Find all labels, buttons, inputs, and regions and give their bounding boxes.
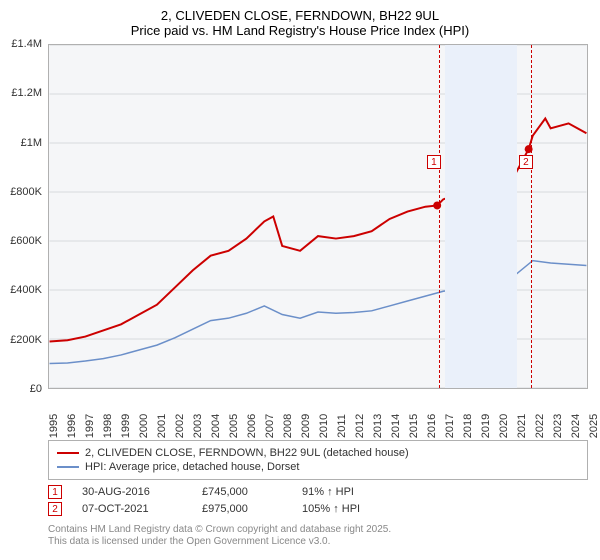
marker-callout-1: 1 — [427, 155, 441, 169]
x-tick-label: 2006 — [246, 414, 258, 438]
chart-title-block: 2, CLIVEDEN CLOSE, FERNDOWN, BH22 9UL Pr… — [0, 0, 600, 42]
x-tick-label: 2004 — [210, 414, 222, 438]
marker-callout-2: 2 — [519, 155, 533, 169]
marker-vline-1 — [439, 45, 440, 388]
attribution-text: Contains HM Land Registry data © Crown c… — [48, 524, 588, 548]
legend-item: HPI: Average price, detached house, Dors… — [57, 461, 579, 473]
y-tick-label: £800K — [10, 186, 42, 198]
marker-table-num: 2 — [48, 502, 62, 516]
y-tick-label: £1.2M — [11, 87, 42, 99]
marker-dot-1 — [433, 201, 441, 209]
marker-table-row: 2 07-OCT-2021£975,000105% ↑ HPI — [48, 502, 588, 516]
x-tick-label: 2019 — [480, 414, 492, 438]
marker-table-num: 1 — [48, 485, 62, 499]
x-tick-label: 1996 — [66, 414, 78, 438]
x-tick-label: 2023 — [552, 414, 564, 438]
x-tick-label: 2001 — [156, 414, 168, 438]
attribution-line1: Contains HM Land Registry data © Crown c… — [48, 524, 588, 536]
y-tick-label: £200K — [10, 334, 42, 346]
x-tick-label: 2000 — [138, 414, 150, 438]
marker-table-date: 30-AUG-2016 — [82, 486, 202, 498]
x-tick-label: 2015 — [408, 414, 420, 438]
x-tick-label: 1997 — [84, 414, 96, 438]
chart-plot-area: 12 — [48, 44, 588, 389]
x-tick-label: 2005 — [228, 414, 240, 438]
x-tick-label: 2024 — [570, 414, 582, 438]
marker-data-table: 1 30-AUG-2016£745,00091% ↑ HPI 2 07-OCT-202… — [48, 482, 588, 519]
marker-table-pct: 105% ↑ HPI — [302, 503, 402, 515]
marker-table-row: 1 30-AUG-2016£745,00091% ↑ HPI — [48, 485, 588, 499]
x-tick-label: 2009 — [300, 414, 312, 438]
x-axis-labels: 1995 1996 1997 1998 1999 2000 2001 2002 2003 2004… — [48, 392, 588, 442]
legend-label: HPI: Average price, detached house, Dors… — [85, 461, 299, 473]
x-tick-label: 1995 — [48, 414, 60, 438]
x-tick-label: 2016 — [426, 414, 438, 438]
y-tick-label: £1M — [21, 137, 42, 149]
x-tick-label: 2018 — [462, 414, 474, 438]
x-tick-label: 2014 — [390, 414, 402, 438]
x-tick-label: 2008 — [282, 414, 294, 438]
y-tick-label: £400K — [10, 284, 42, 296]
x-tick-label: 2010 — [318, 414, 330, 438]
y-axis-labels: £0£200K£400K£600K£800K£1M£1.2M£1.4M — [0, 44, 46, 389]
title-line2: Price paid vs. HM Land Registry's House … — [0, 23, 600, 38]
title-line1: 2, CLIVEDEN CLOSE, FERNDOWN, BH22 9UL — [0, 8, 600, 23]
x-tick-label: 2011 — [336, 414, 348, 438]
x-tick-label: 2003 — [192, 414, 204, 438]
x-tick-label: 2022 — [534, 414, 546, 438]
marker-table-price: £975,000 — [202, 503, 302, 515]
x-tick-label: 2017 — [444, 414, 456, 438]
attribution-line2: This data is licensed under the Open Gov… — [48, 536, 588, 548]
x-tick-label: 1999 — [120, 414, 132, 438]
x-tick-label: 2007 — [264, 414, 276, 438]
x-tick-label: 2021 — [516, 414, 528, 438]
legend-swatch — [57, 466, 79, 468]
x-tick-label: 2020 — [498, 414, 510, 438]
x-tick-label: 2002 — [174, 414, 186, 438]
highlight-band — [445, 45, 517, 388]
marker-table-pct: 91% ↑ HPI — [302, 486, 402, 498]
marker-vline-2 — [531, 45, 532, 388]
y-tick-label: £0 — [30, 383, 42, 395]
legend-swatch — [57, 452, 79, 454]
legend-box: 2, CLIVEDEN CLOSE, FERNDOWN, BH22 9UL (d… — [48, 440, 588, 480]
legend-item: 2, CLIVEDEN CLOSE, FERNDOWN, BH22 9UL (d… — [57, 447, 579, 459]
x-tick-label: 2025 — [588, 414, 600, 438]
marker-table-date: 07-OCT-2021 — [82, 503, 202, 515]
y-tick-label: £600K — [10, 235, 42, 247]
x-tick-label: 2013 — [372, 414, 384, 438]
x-tick-label: 1998 — [102, 414, 114, 438]
y-tick-label: £1.4M — [11, 38, 42, 50]
legend-label: 2, CLIVEDEN CLOSE, FERNDOWN, BH22 9UL (d… — [85, 447, 409, 459]
marker-table-price: £745,000 — [202, 486, 302, 498]
x-tick-label: 2012 — [354, 414, 366, 438]
